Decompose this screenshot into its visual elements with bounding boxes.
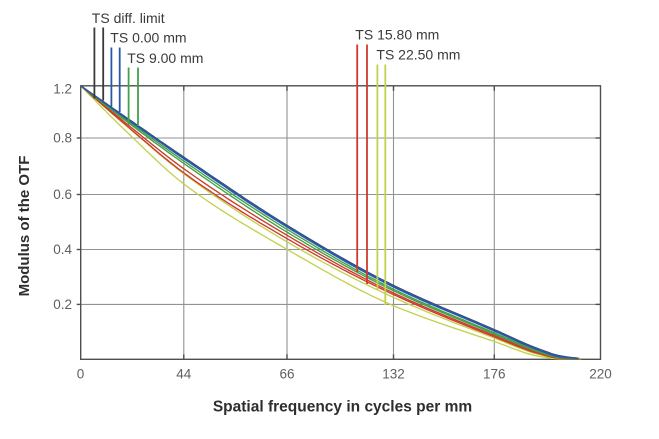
svg-text:TS 15.80 mm: TS 15.80 mm [355, 26, 439, 42]
svg-text:176: 176 [483, 367, 506, 382]
svg-text:Spatial frequency in cycles pe: Spatial frequency in cycles per mm [213, 399, 472, 416]
svg-text:0: 0 [77, 367, 85, 382]
svg-text:TS 0.00 mm: TS 0.00 mm [110, 30, 186, 46]
svg-text:0.8: 0.8 [53, 131, 72, 146]
svg-text:Modulus of the OTF: Modulus of the OTF [16, 156, 33, 297]
svg-text:0.6: 0.6 [53, 187, 72, 202]
svg-text:TS 9.00 mm: TS 9.00 mm [127, 50, 203, 66]
svg-text:0.4: 0.4 [53, 242, 72, 257]
svg-text:220: 220 [589, 367, 612, 382]
svg-text:66: 66 [279, 367, 294, 382]
svg-text:TS 22.50 mm: TS 22.50 mm [376, 47, 460, 63]
svg-text:TS diff. limit: TS diff. limit [92, 10, 165, 26]
svg-text:1.2: 1.2 [53, 82, 72, 97]
svg-text:132: 132 [382, 367, 405, 382]
svg-text:0.2: 0.2 [53, 297, 72, 312]
svg-text:44: 44 [176, 367, 192, 382]
